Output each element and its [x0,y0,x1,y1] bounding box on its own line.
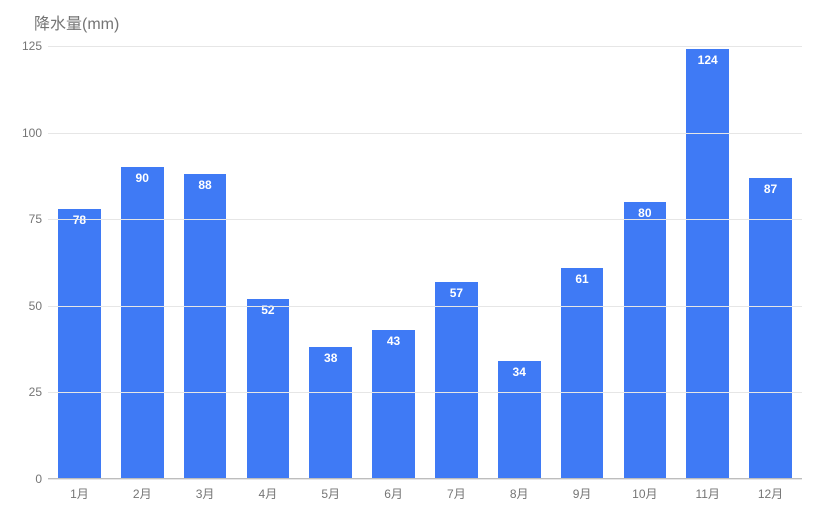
bar: 38 [309,347,352,479]
y-tick-label: 125 [6,39,42,53]
bar: 61 [561,268,604,479]
x-tick-label: 10月 [632,485,657,502]
bar-slot: 781月 [48,46,111,479]
bar-value-label: 88 [198,178,211,192]
x-tick-label: 7月 [447,485,466,502]
bar-slot: 436月 [362,46,425,479]
bar-slot: 348月 [488,46,551,479]
y-tick-label: 50 [6,299,42,313]
grid-line [48,46,802,47]
bar-slot: 385月 [299,46,362,479]
x-tick-label: 1月 [70,485,89,502]
bar: 34 [498,361,541,479]
grid-line [48,306,802,307]
bar-slot: 8010月 [613,46,676,479]
bar-value-label: 87 [764,182,777,196]
plot-area: 781月902月883月524月385月436月577月348月619月8010… [48,46,802,479]
bar-value-label: 61 [575,272,588,286]
x-tick-label: 3月 [196,485,215,502]
bar-slot: 524月 [236,46,299,479]
bar: 43 [372,330,415,479]
x-tick-label: 11月 [695,485,719,502]
bar-value-label: 38 [324,351,337,365]
bar: 52 [247,299,290,479]
bar: 80 [624,202,667,479]
bar-value-label: 80 [638,206,651,220]
bar-value-label: 34 [513,365,526,379]
bar: 90 [121,167,164,479]
bar-slot: 577月 [425,46,488,479]
x-tick-label: 5月 [321,485,340,502]
bars-group: 781月902月883月524月385月436月577月348月619月8010… [48,46,802,479]
grid-line [48,219,802,220]
x-tick-label: 8月 [510,485,529,502]
y-tick-label: 75 [6,212,42,226]
bar-slot: 12411月 [676,46,739,479]
x-tick-label: 4月 [259,485,278,502]
grid-line [48,133,802,134]
bar-value-label: 124 [698,53,718,67]
y-tick-label: 25 [6,385,42,399]
x-tick-label: 12月 [758,485,783,502]
y-tick-label: 0 [6,472,42,486]
bar-value-label: 90 [136,171,149,185]
bar-slot: 883月 [174,46,237,479]
grid-line [48,479,802,480]
x-tick-label: 9月 [573,485,592,502]
bar-slot: 8712月 [739,46,802,479]
y-tick-label: 100 [6,126,42,140]
bar: 57 [435,282,478,479]
bar-value-label: 43 [387,334,400,348]
x-tick-label: 2月 [133,485,152,502]
bar-slot: 902月 [111,46,174,479]
x-tick-label: 6月 [384,485,403,502]
bar-slot: 619月 [551,46,614,479]
bar-value-label: 57 [450,286,463,300]
chart-title: 降水量(mm) [6,6,808,34]
bar: 124 [686,49,729,479]
bar: 87 [749,178,792,479]
bar: 78 [58,209,101,479]
chart-container: 降水量(mm) 781月902月883月524月385月436月577月348月… [0,0,822,507]
grid-line [48,392,802,393]
